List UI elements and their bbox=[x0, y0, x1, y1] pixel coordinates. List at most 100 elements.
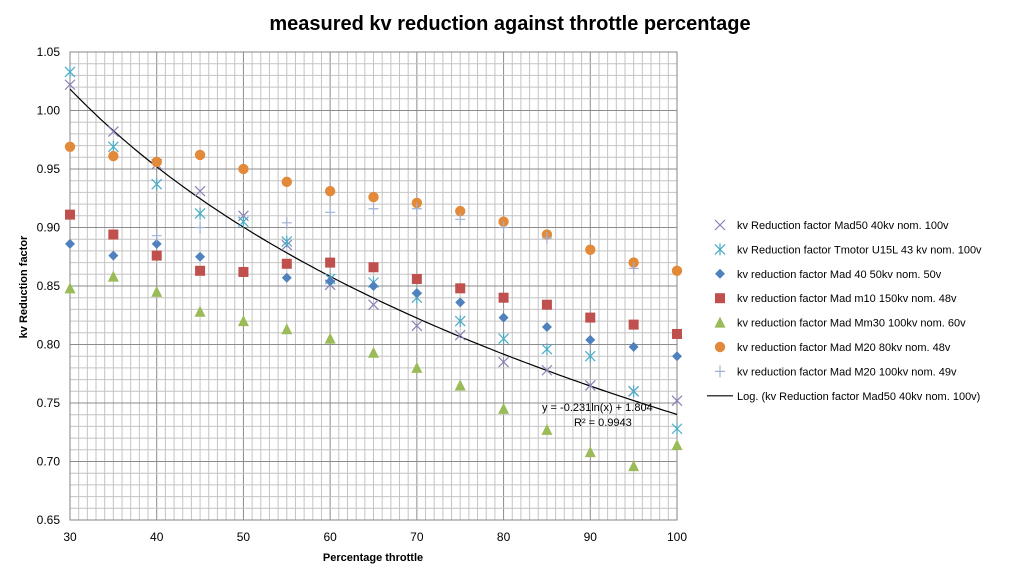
data-point bbox=[194, 207, 206, 220]
data-point bbox=[368, 281, 379, 291]
data-point bbox=[455, 213, 466, 226]
legend-marker bbox=[714, 243, 726, 256]
legend-marker bbox=[715, 293, 725, 304]
legend-item: kv reduction factor Mad M20 80kv nom. 48… bbox=[714, 341, 951, 354]
legend-marker bbox=[715, 268, 725, 279]
legend-item: kv reduction factor Mad M20 100kv nom. 4… bbox=[715, 365, 957, 378]
legend-item: kv reduction factor Mad 40 50kv nom. 50v bbox=[715, 268, 942, 281]
data-point bbox=[108, 229, 119, 240]
data-point bbox=[325, 276, 336, 287]
data-point bbox=[151, 285, 163, 297]
data-point bbox=[672, 351, 682, 362]
series-4 bbox=[65, 209, 682, 339]
data-point bbox=[628, 460, 640, 472]
data-point bbox=[107, 270, 119, 282]
data-point bbox=[64, 141, 76, 152]
data-point bbox=[454, 315, 466, 328]
data-point bbox=[281, 323, 293, 335]
legend-label: kv reduction factor Mad Mm30 100kv nom. … bbox=[737, 318, 966, 330]
data-point bbox=[498, 221, 509, 234]
legend-marker bbox=[714, 341, 726, 353]
data-point bbox=[368, 299, 379, 311]
data-point bbox=[324, 186, 336, 197]
data-point bbox=[454, 329, 466, 341]
series-7 bbox=[151, 202, 639, 275]
legend-marker bbox=[714, 316, 726, 328]
x-tick-label: 80 bbox=[497, 530, 511, 544]
data-point bbox=[585, 312, 596, 323]
data-point bbox=[64, 282, 76, 294]
data-point bbox=[541, 343, 553, 356]
y-tick-label: 0.85 bbox=[37, 279, 61, 293]
x-tick-label: 40 bbox=[150, 530, 164, 544]
data-point bbox=[281, 235, 293, 248]
data-point bbox=[411, 288, 422, 299]
data-point bbox=[455, 297, 466, 308]
data-point bbox=[541, 364, 553, 376]
legend-item: Log. (kv Reduction factor Mad50 40kv nom… bbox=[707, 391, 980, 403]
data-point bbox=[672, 328, 682, 339]
y-tick-label: 0.75 bbox=[37, 396, 61, 410]
data-point bbox=[628, 385, 640, 398]
data-point bbox=[238, 163, 249, 175]
series-5 bbox=[64, 270, 683, 472]
data-point bbox=[498, 312, 509, 323]
x-tick-label: 100 bbox=[667, 530, 687, 544]
data-point bbox=[238, 215, 249, 228]
x-axis-label: Percentage throttle bbox=[323, 552, 423, 564]
data-point bbox=[195, 265, 206, 276]
y-tick-label: 0.95 bbox=[37, 162, 61, 176]
data-point bbox=[411, 361, 423, 373]
legend-marker bbox=[715, 365, 725, 378]
legend-label: kv reduction factor Mad 40 50kv nom. 50v bbox=[737, 269, 942, 281]
data-point bbox=[325, 206, 336, 219]
y-tick-label: 1.00 bbox=[37, 104, 61, 118]
x-tick-label: 30 bbox=[63, 530, 77, 544]
data-point bbox=[65, 238, 75, 249]
data-point bbox=[498, 356, 509, 368]
data-point bbox=[498, 402, 510, 414]
data-points bbox=[64, 65, 683, 472]
data-point bbox=[498, 292, 509, 303]
data-point bbox=[671, 265, 683, 276]
legend-label: kv reduction factor Mad M20 80kv nom. 48… bbox=[737, 342, 951, 354]
data-point bbox=[151, 156, 162, 168]
data-point bbox=[281, 216, 292, 229]
legend-label: Log. (kv Reduction factor Mad50 40kv nom… bbox=[737, 391, 980, 403]
data-point bbox=[628, 341, 639, 352]
data-point bbox=[541, 299, 552, 310]
data-point bbox=[628, 262, 639, 275]
data-point bbox=[455, 205, 466, 217]
data-point bbox=[411, 202, 422, 215]
x-tick-label: 60 bbox=[323, 530, 337, 544]
y-tick-label: 1.05 bbox=[37, 45, 61, 59]
data-point bbox=[541, 423, 553, 435]
data-point bbox=[368, 346, 379, 358]
data-point bbox=[108, 150, 119, 162]
data-point bbox=[584, 350, 596, 363]
data-point bbox=[411, 320, 423, 332]
data-point bbox=[151, 229, 162, 242]
data-point bbox=[671, 422, 683, 435]
data-point bbox=[108, 250, 119, 261]
y-tick-label: 0.65 bbox=[37, 513, 61, 527]
data-point bbox=[64, 79, 76, 91]
legend-label: kv reduction factor Mad m10 150kv nom. 4… bbox=[737, 293, 957, 305]
legend-marker bbox=[714, 219, 726, 231]
trendline bbox=[69, 88, 678, 416]
trendline-r2: R² = 0.9943 bbox=[574, 417, 632, 429]
data-point bbox=[584, 446, 596, 458]
legend-label: kv Reduction factor Mad50 40kv nom. 100v bbox=[737, 220, 949, 232]
data-point bbox=[585, 244, 596, 255]
data-point bbox=[151, 250, 162, 261]
y-tick-label: 0.80 bbox=[37, 338, 61, 352]
axes: 30 40 50 60 70 80 90 100 0.65 0.70 0.75 0.80 0.85 0.9… bbox=[37, 45, 688, 544]
legend: kv Reduction factor Mad50 40kv nom. 100v… bbox=[707, 219, 982, 403]
series-3 bbox=[65, 238, 682, 362]
data-point bbox=[368, 202, 379, 215]
data-point bbox=[281, 176, 292, 188]
data-point bbox=[238, 266, 249, 277]
data-point bbox=[585, 334, 596, 345]
